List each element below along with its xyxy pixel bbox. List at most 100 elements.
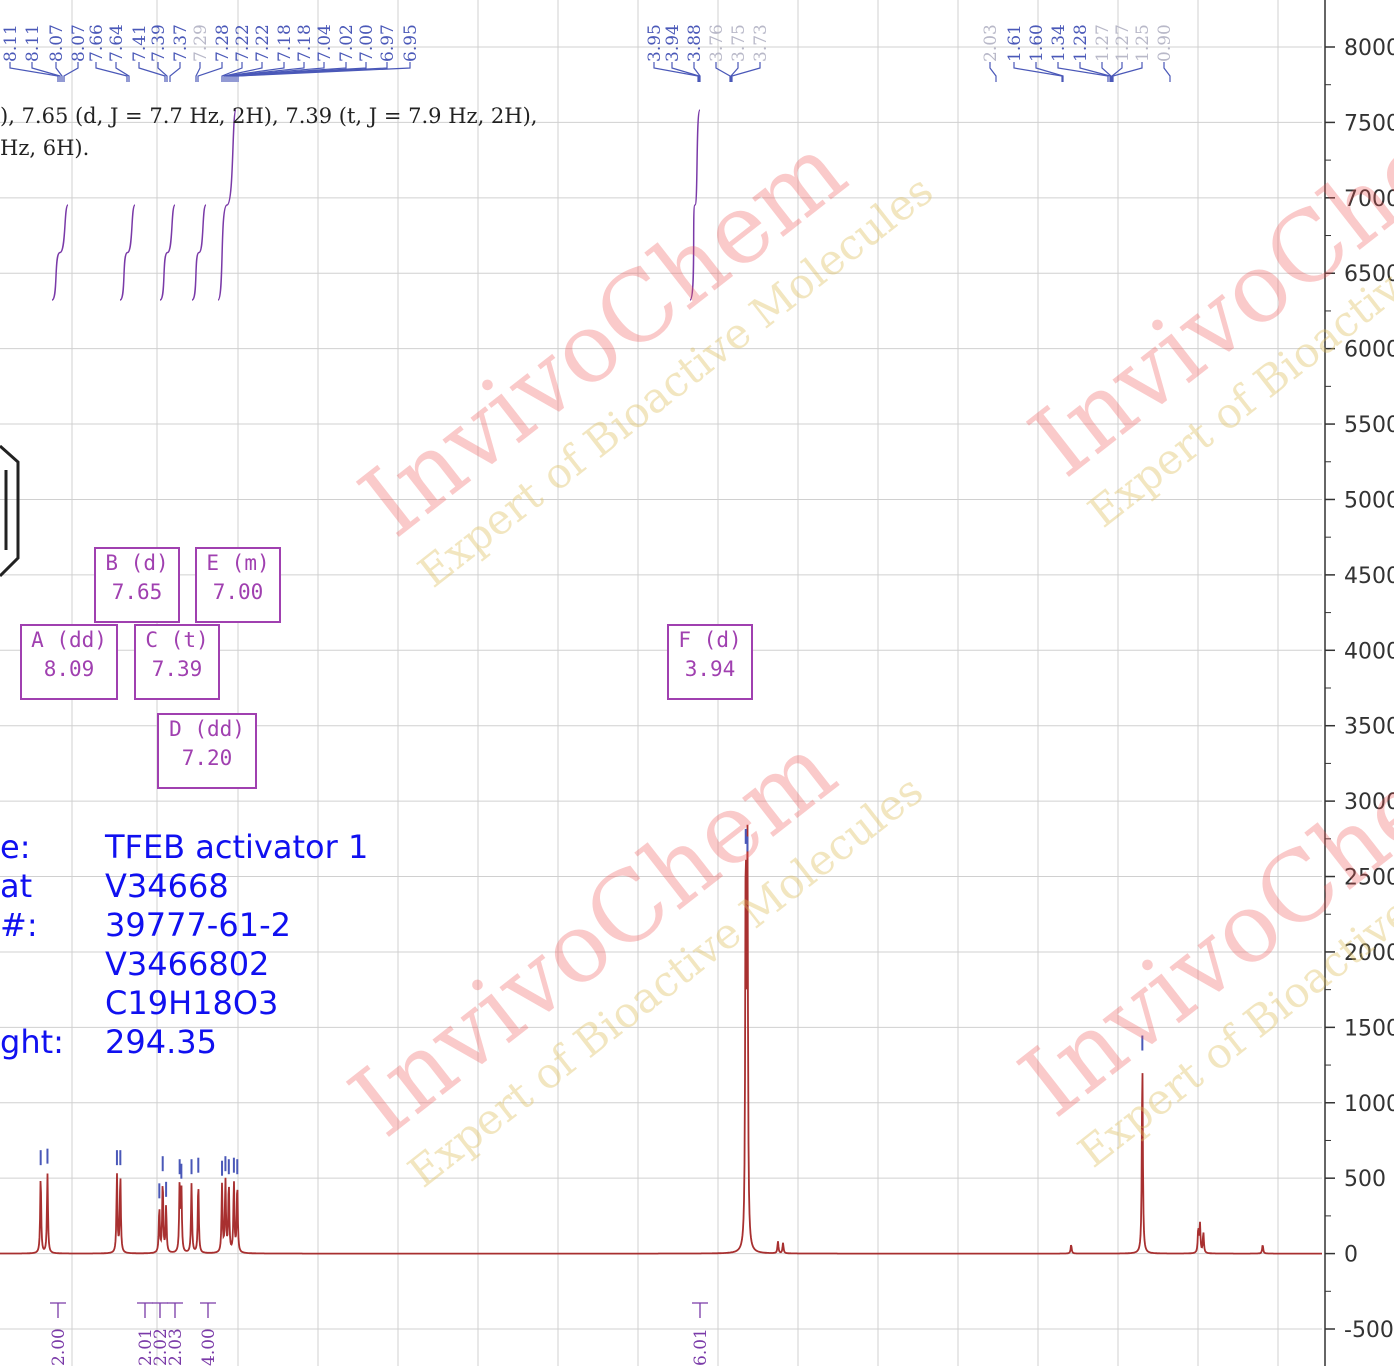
peak-label-connector [9, 62, 59, 82]
integral-label: 6.01 [691, 1328, 711, 1366]
peak-label: 3.95 [645, 24, 665, 62]
peak-label-connector [157, 62, 168, 82]
peak-label: 2.03 [981, 24, 1001, 62]
peak-label: 7.41 [130, 24, 150, 62]
spectrum-trace [0, 824, 1322, 1255]
peak-label-connector [731, 62, 761, 82]
peak-label: 7.28 [213, 24, 233, 62]
description-line: Hz, 6H). [0, 136, 90, 160]
integral-bracket [152, 1302, 168, 1318]
info-value: TFEB activator 1 [105, 828, 369, 866]
peak-label-connector [1111, 62, 1123, 82]
integral-bracket [137, 1302, 153, 1318]
info-key: ght: [0, 1023, 64, 1061]
peak-label-connector [1163, 62, 1171, 82]
integral-bracket [50, 1302, 66, 1318]
y-tick-label: 3000 [1344, 790, 1394, 815]
peak-label-connector [671, 62, 700, 82]
peak-label: 1.61 [1005, 24, 1025, 62]
multiplet-box-f: F (d) 3.94 [667, 624, 753, 700]
info-value: C19H18O3 [105, 984, 279, 1022]
multiplet-box-e: E (m) 7.00 [195, 547, 281, 623]
y-tick-label: 1500 [1344, 1016, 1394, 1041]
peak-label-connector [138, 62, 166, 82]
peak-label-connector [989, 62, 997, 82]
integral-label: 2.03 [166, 1328, 186, 1366]
integral-label: 2.02 [151, 1328, 171, 1366]
peak-label-connector [197, 62, 223, 82]
info-key: at #: [0, 867, 38, 944]
peak-label: 7.37 [171, 24, 191, 62]
peak-label: 3.76 [707, 24, 727, 62]
structure-fragment [0, 444, 20, 578]
peak-label: 8.11 [1, 24, 21, 62]
peak-label-connector [231, 62, 347, 82]
peak-label-lines [9, 62, 1171, 82]
peak-label-connector [31, 62, 61, 82]
peak-label-connector [730, 62, 739, 82]
peak-label-connector [95, 62, 128, 82]
integral-curve [51, 204, 69, 301]
peak-label: 3.88 [685, 24, 705, 62]
peak-label: 7.18 [275, 24, 295, 62]
y-tick-label: 6000 [1344, 338, 1394, 363]
peak-label: 3.75 [729, 24, 749, 62]
y-tick-label: 7000 [1344, 187, 1394, 212]
plot-grid [0, 0, 1322, 1366]
peak-label: 7.02 [337, 24, 357, 62]
y-tick-label: 0 [1344, 1243, 1358, 1268]
integral-label: 2.00 [49, 1328, 69, 1366]
peak-label: 7.39 [149, 24, 169, 62]
integral-bracket [692, 1302, 708, 1318]
peak-label-connector [225, 62, 285, 82]
y-tick-label: 500 [1344, 1167, 1386, 1192]
multiplet-box-b: B (d) 7.65 [94, 547, 180, 623]
y-axis: 8000750070006500600055005000450040003500… [1324, 0, 1394, 1366]
peak-label: 8.07 [69, 24, 89, 62]
peak-label-connector [227, 62, 305, 82]
peak-label-connector [229, 62, 325, 82]
peak-labels: 8.11 8.11 8.07 8.077.66 7.64 7.41 7.39 7.37 7.29… [1, 24, 1175, 62]
y-tick-label: 3500 [1344, 715, 1394, 740]
peak-label: 7.00 [357, 24, 377, 62]
peak-label-connector [115, 62, 130, 82]
peak-label: 6.97 [378, 24, 398, 62]
peak-label: 1.25 [1133, 24, 1153, 62]
info-key: e: [0, 828, 31, 866]
y-tick-label: -500 [1344, 1318, 1394, 1343]
integral-curve [217, 109, 237, 301]
peak-label-connector [63, 62, 79, 82]
description-line: ), 7.65 (d, J = 7.7 Hz, 2H), 7.39 (t, J … [0, 104, 538, 128]
peak-label: 1.60 [1027, 24, 1047, 62]
peak-label: 8.11 [23, 24, 43, 62]
peak-label-connector [1035, 62, 1064, 82]
integral-labels: 2.00 2.012.022.03 4.00 6.01 [49, 1302, 711, 1366]
y-tick-label: 8000 [1344, 36, 1394, 61]
multiplet-box-d: D (dd) 7.20 [157, 713, 257, 789]
peak-label: 1.27 [1113, 24, 1133, 62]
peak-label: 8.07 [47, 24, 67, 62]
integral-bracket [200, 1302, 216, 1318]
peak-label: 3.94 [663, 24, 683, 62]
y-tick-label: 5500 [1344, 413, 1394, 438]
info-value: V3466802 [105, 945, 270, 983]
peak-label: 7.04 [315, 24, 335, 62]
peak-label-connector [221, 62, 243, 82]
peak-label-connector [195, 62, 201, 82]
peak-label: 7.18 [295, 24, 315, 62]
peak-label-connector [1079, 62, 1111, 82]
peak-label: 1.34 [1049, 24, 1069, 62]
y-tick-label: 1000 [1344, 1092, 1394, 1117]
peak-label-connector [55, 62, 63, 82]
integral-bracket [167, 1302, 183, 1318]
y-tick-label: 2000 [1344, 941, 1394, 966]
spectrum-line [0, 824, 1322, 1255]
integral-curve [191, 204, 207, 301]
peak-label-connector [715, 62, 731, 82]
y-tick-label: 2500 [1344, 866, 1394, 891]
peak-label: 7.22 [233, 24, 253, 62]
integral-curve [689, 109, 701, 301]
peak-label-connector [169, 62, 181, 82]
peak-label-connector [1013, 62, 1063, 82]
